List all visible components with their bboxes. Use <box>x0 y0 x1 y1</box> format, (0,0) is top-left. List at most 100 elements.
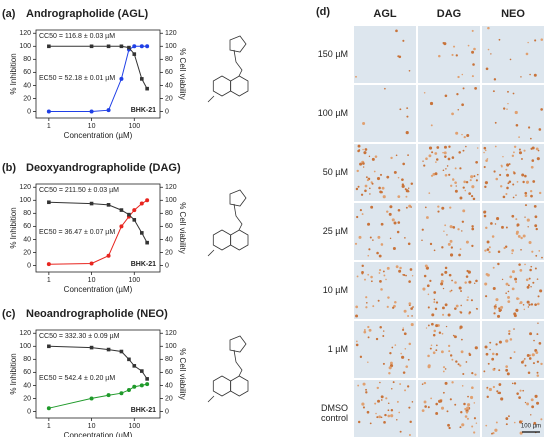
stained-cell <box>454 335 457 339</box>
stained-cell <box>407 385 410 388</box>
data-point <box>145 44 150 49</box>
stained-cell <box>424 264 428 268</box>
column-header: AGL <box>373 8 397 20</box>
stained-cell <box>485 424 488 427</box>
stained-cell <box>398 411 401 414</box>
data-point <box>47 44 51 49</box>
stained-cell <box>530 286 532 288</box>
annotation: BHK-21 <box>131 407 156 414</box>
stained-cell <box>535 147 539 151</box>
stained-cell <box>491 352 495 356</box>
stained-cell <box>505 365 508 368</box>
y2-axis-label: % Cell viability <box>178 202 187 254</box>
stained-cell <box>452 226 456 229</box>
y2-tick-label: 60 <box>165 69 173 76</box>
micrograph-tile <box>418 85 480 142</box>
stained-cell <box>469 179 472 182</box>
stained-cell <box>516 224 519 227</box>
stained-cell <box>484 149 487 152</box>
x-tick-label: 100 <box>128 423 140 430</box>
panel-label: (d) <box>316 6 330 18</box>
data-point <box>47 344 51 349</box>
stained-cell <box>507 300 511 303</box>
y2-tick-label: 0 <box>165 108 169 115</box>
stained-cell <box>485 272 489 276</box>
stained-cell <box>410 323 414 327</box>
stained-cell <box>515 194 517 196</box>
stained-cell <box>374 402 377 405</box>
stained-cell <box>442 306 445 310</box>
stained-cell <box>462 209 466 213</box>
stained-cell <box>405 195 408 198</box>
stained-cell <box>454 167 457 170</box>
stained-cell <box>527 126 531 129</box>
stained-cell <box>506 186 509 190</box>
stained-cell <box>368 155 371 158</box>
stained-cell <box>512 196 515 199</box>
stained-cell <box>535 227 538 231</box>
y2-tick-label: 80 <box>165 356 173 363</box>
stained-cell <box>382 195 386 199</box>
stained-cell <box>501 165 503 168</box>
ring <box>212 229 232 251</box>
stained-cell <box>399 266 402 270</box>
stained-cell <box>399 430 402 433</box>
stained-cell <box>405 274 407 277</box>
stained-cell <box>354 242 358 245</box>
data-point <box>132 52 137 56</box>
stained-cell <box>365 176 368 179</box>
stained-cell <box>537 149 540 152</box>
stained-cell <box>452 178 454 180</box>
stained-cell <box>456 93 459 96</box>
column-header: DAG <box>437 8 461 20</box>
micrograph-tile <box>354 26 416 83</box>
stained-cell <box>473 431 476 434</box>
stained-cell <box>497 262 500 266</box>
stained-cell <box>519 301 523 304</box>
stained-cell <box>365 391 368 394</box>
stained-cell <box>380 222 384 226</box>
stained-cell <box>429 279 432 282</box>
data-point <box>119 391 124 396</box>
data-point <box>132 364 137 368</box>
stained-cell <box>509 275 513 279</box>
stained-cell <box>524 204 528 207</box>
stained-cell <box>468 192 472 195</box>
stained-cell <box>364 184 368 188</box>
stained-cell <box>512 183 515 186</box>
data-point <box>145 382 150 387</box>
x-tick-label: 1 <box>47 123 51 130</box>
bond <box>207 249 215 257</box>
stained-cell <box>403 332 407 336</box>
stained-cell <box>378 254 382 258</box>
stained-cell <box>465 145 467 148</box>
stained-cell <box>522 389 525 392</box>
stained-cell <box>410 307 413 310</box>
stained-cell <box>447 313 451 317</box>
stained-cell <box>385 278 387 281</box>
stained-cell <box>372 239 374 241</box>
micrograph-tile <box>482 380 544 437</box>
stained-cell <box>355 343 359 347</box>
stained-cell <box>514 110 518 115</box>
stained-cell <box>530 303 534 306</box>
stained-cell <box>440 282 444 286</box>
stained-cell <box>401 328 405 331</box>
stained-cell <box>367 336 370 339</box>
stained-cell <box>454 189 458 193</box>
stained-cell <box>526 300 530 304</box>
stained-cell <box>423 91 426 94</box>
stained-cell <box>493 307 497 310</box>
stained-cell <box>526 218 530 222</box>
stained-cell <box>381 186 385 190</box>
stained-cell <box>464 189 467 192</box>
stained-cell <box>437 205 440 208</box>
stained-cell <box>440 273 444 276</box>
stained-cell <box>524 191 528 195</box>
stained-cell <box>375 412 377 415</box>
stained-cell <box>474 373 477 376</box>
micrograph-tile <box>482 85 544 142</box>
stained-cell <box>528 277 531 280</box>
stained-cell <box>455 131 459 135</box>
stained-cell <box>449 239 453 243</box>
